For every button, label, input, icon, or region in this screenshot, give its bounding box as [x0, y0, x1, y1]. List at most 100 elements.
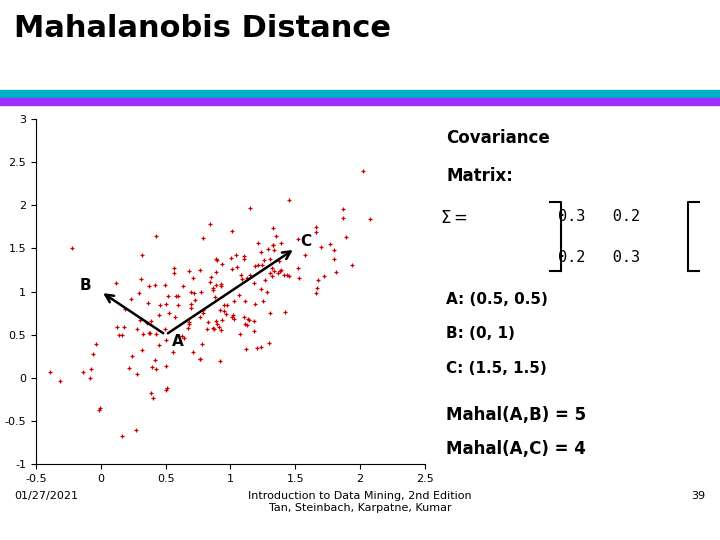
Point — [194, 265, 205, 274]
Point — [161, 336, 172, 345]
Point — [284, 271, 295, 280]
Point — [138, 329, 149, 338]
Point — [293, 273, 305, 282]
Point — [123, 363, 135, 372]
Point — [114, 330, 125, 339]
Point — [244, 204, 256, 212]
Point — [169, 313, 181, 321]
Point — [236, 274, 248, 283]
Point — [226, 226, 238, 235]
Point — [154, 301, 166, 309]
Point — [215, 326, 226, 334]
Point — [149, 281, 161, 289]
Point — [330, 268, 341, 276]
Point — [194, 355, 205, 363]
Point — [214, 357, 225, 366]
Point — [67, 244, 78, 252]
Point — [197, 305, 208, 314]
Point — [211, 254, 222, 263]
Point — [110, 279, 122, 288]
Point — [168, 264, 180, 273]
Point — [210, 293, 221, 301]
Point — [243, 316, 255, 325]
Point — [252, 239, 264, 247]
Point — [196, 287, 207, 296]
Text: C: (1.5, 1.5): C: (1.5, 1.5) — [446, 361, 546, 376]
Point — [145, 329, 156, 338]
Point — [44, 368, 55, 376]
Point — [125, 294, 137, 303]
Point — [172, 292, 184, 301]
Point — [55, 376, 66, 385]
Point — [197, 234, 209, 243]
Point — [148, 394, 159, 403]
Point — [153, 341, 164, 349]
Point — [184, 320, 195, 329]
Point — [145, 316, 157, 325]
Point — [127, 352, 138, 361]
Point — [279, 271, 290, 279]
Point — [207, 284, 219, 292]
Point — [310, 288, 322, 297]
Point — [279, 307, 291, 316]
Point — [230, 251, 241, 260]
Point — [256, 260, 268, 269]
Text: C: C — [300, 234, 312, 249]
Point — [267, 241, 279, 249]
Text: Introduction to Data Mining, 2nd Edition
Tan, Steinbach, Karpatne, Kumar: Introduction to Data Mining, 2nd Edition… — [248, 491, 472, 513]
Text: Mahal(A,B) = 5: Mahal(A,B) = 5 — [446, 406, 586, 424]
Point — [210, 268, 222, 276]
Point — [312, 276, 323, 285]
Point — [172, 301, 184, 309]
Point — [328, 254, 340, 263]
Point — [226, 265, 238, 274]
Point — [136, 251, 148, 260]
Point — [131, 370, 143, 379]
Point — [284, 196, 295, 205]
Text: B: (0, 1): B: (0, 1) — [446, 326, 515, 341]
Point — [186, 348, 198, 356]
Point — [340, 232, 351, 241]
Point — [194, 313, 206, 321]
Point — [251, 343, 263, 352]
Point — [238, 255, 249, 264]
Point — [234, 329, 246, 338]
Point — [163, 308, 175, 317]
Text: A: (0.5, 0.5): A: (0.5, 0.5) — [446, 292, 548, 307]
Point — [194, 355, 206, 363]
Point — [228, 310, 239, 319]
Point — [292, 264, 304, 273]
Point — [257, 296, 269, 305]
Point — [185, 303, 197, 312]
Point — [118, 322, 130, 331]
Point — [86, 364, 97, 373]
Text: 0.3   0.2: 0.3 0.2 — [559, 208, 641, 224]
Point — [328, 246, 340, 254]
Point — [220, 310, 231, 319]
Point — [324, 240, 336, 248]
Point — [135, 274, 147, 283]
Point — [213, 322, 225, 331]
Point — [231, 263, 243, 272]
Point — [204, 220, 215, 229]
Point — [209, 325, 220, 333]
Point — [261, 288, 273, 296]
Point — [269, 267, 280, 276]
Point — [204, 278, 216, 287]
Point — [162, 292, 174, 300]
Point — [90, 340, 102, 349]
Point — [183, 318, 194, 326]
Point — [275, 239, 287, 247]
Point — [310, 227, 322, 236]
Point — [255, 285, 266, 294]
Point — [120, 305, 131, 313]
Point — [168, 268, 180, 277]
Point — [255, 343, 266, 352]
Point — [264, 255, 276, 264]
Point — [202, 325, 213, 333]
Point — [240, 273, 252, 282]
Point — [104, 295, 115, 303]
Point — [141, 319, 153, 328]
Point — [187, 273, 199, 282]
Point — [189, 296, 201, 305]
